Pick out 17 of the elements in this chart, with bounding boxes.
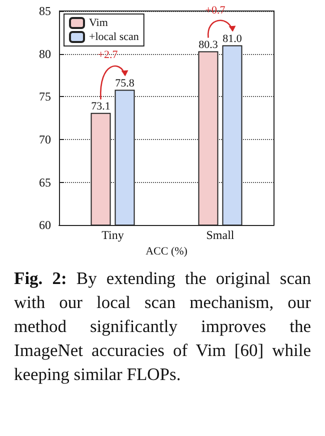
annotation: +2.7 bbox=[98, 48, 118, 61]
x-tick-label: Small bbox=[206, 228, 235, 242]
y-tick-label: 75 bbox=[39, 90, 51, 104]
text: 75.8 bbox=[115, 77, 134, 90]
y-tick-label: 60 bbox=[39, 218, 51, 232]
text: 80.3 bbox=[198, 38, 218, 51]
text: 81.0 bbox=[222, 32, 242, 45]
y-tick-label: 80 bbox=[39, 46, 51, 61]
text: 73.1 bbox=[91, 100, 110, 112]
x-axis-title: ACC (%) bbox=[146, 246, 188, 258]
caption: Fig. 2: By extending the original scan with our local scan mechanism, our method significantly improves the ImageNet accuracies of Vim [60] while keeping similar FLOPs. bbox=[14, 267, 311, 386]
y-tick-label: 70 bbox=[39, 132, 51, 146]
x-tick-label: Tiny bbox=[102, 228, 124, 242]
legend-label: +local scan bbox=[89, 31, 140, 43]
y-tick-label: 65 bbox=[39, 175, 51, 190]
legend-label: Vim bbox=[89, 17, 108, 29]
y-tick-label: 85 bbox=[39, 4, 51, 18]
